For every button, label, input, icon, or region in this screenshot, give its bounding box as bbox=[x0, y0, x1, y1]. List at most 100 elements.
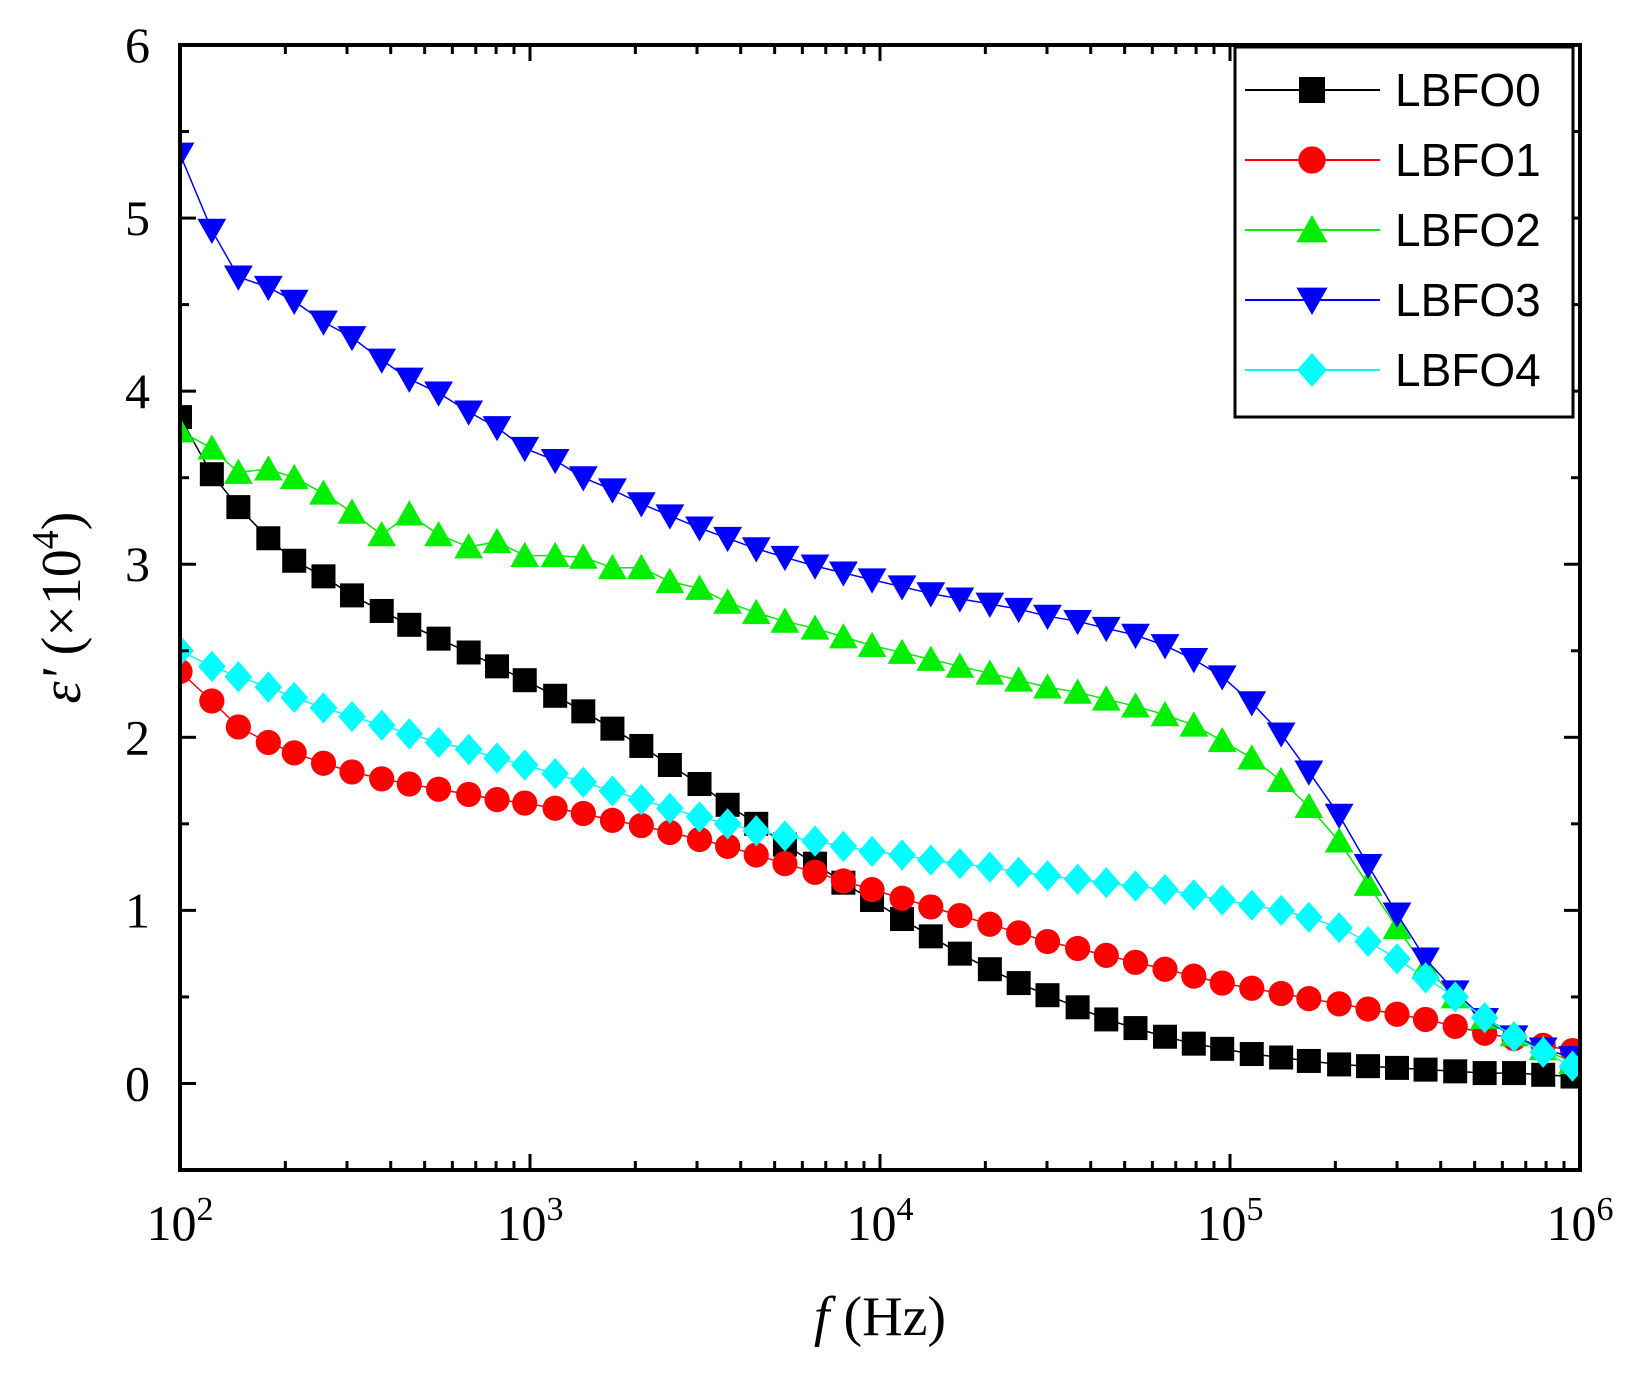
data-point-LBFO3 bbox=[975, 592, 1005, 618]
data-point-LBFO4 bbox=[1092, 867, 1121, 899]
legend-item-LBFO0: LBFO0 bbox=[1245, 64, 1541, 116]
data-point-LBFO1 bbox=[1006, 920, 1032, 946]
data-group bbox=[180, 142, 1580, 1089]
data-point-LBFO4 bbox=[541, 758, 569, 790]
y-axis-title-close: ) bbox=[31, 512, 93, 531]
data-point-LBFO2 bbox=[1121, 692, 1150, 718]
data-point-LBFO0 bbox=[456, 640, 481, 665]
legend-item-LBFO3: LBFO3 bbox=[1245, 274, 1541, 326]
data-point-LBFO0 bbox=[657, 753, 682, 777]
series-LBFO2 bbox=[180, 417, 1580, 1075]
data-point-LBFO0 bbox=[1123, 1016, 1148, 1041]
data-point-LBFO3 bbox=[713, 526, 743, 553]
data-point-LBFO2 bbox=[510, 541, 540, 567]
data-point-LBFO0 bbox=[1472, 1061, 1497, 1086]
data-point-LBFO0 bbox=[339, 583, 364, 608]
data-point-LBFO3 bbox=[1266, 722, 1296, 748]
data-point-LBFO2 bbox=[1266, 766, 1296, 792]
data-point-LBFO4 bbox=[1558, 1050, 1580, 1082]
data-point-LBFO4 bbox=[367, 709, 396, 741]
data-point-LBFO1 bbox=[918, 894, 944, 920]
data-point-LBFO0 bbox=[571, 699, 596, 724]
data-point-LBFO3 bbox=[1382, 902, 1412, 928]
data-point-LBFO2 bbox=[1004, 666, 1034, 692]
legend-box bbox=[1233, 45, 1575, 419]
data-point-LBFO2 bbox=[713, 588, 743, 614]
data-point-LBFO4 bbox=[224, 661, 253, 693]
data-point-LBFO2 bbox=[945, 652, 975, 678]
data-point-LBFO2 bbox=[197, 434, 227, 460]
data-point-LBFO3 bbox=[655, 504, 685, 530]
data-point-LBFO3 bbox=[626, 492, 656, 518]
data-point-LBFO1 bbox=[1122, 949, 1149, 975]
data-point-LBFO0 bbox=[1502, 1061, 1527, 1086]
y-tick-label: 3 bbox=[125, 536, 150, 592]
data-point-LBFO4 bbox=[1354, 925, 1382, 958]
data-point-LBFO3 bbox=[1324, 803, 1354, 829]
data-point-LBFO3 bbox=[857, 568, 887, 594]
y-tick-label: 2 bbox=[125, 709, 150, 765]
data-point-LBFO4 bbox=[742, 815, 771, 847]
data-point-LBFO1 bbox=[686, 826, 713, 853]
data-point-LBFO1 bbox=[772, 851, 798, 877]
data-point-LBFO4 bbox=[1179, 879, 1208, 911]
x-tick-base: 10 bbox=[147, 1195, 197, 1251]
data-point-LBFO3 bbox=[197, 218, 227, 244]
data-point-LBFO3 bbox=[685, 516, 714, 542]
x-tick-label: 103 bbox=[497, 1191, 564, 1251]
data-point-LBFO0 bbox=[485, 654, 510, 679]
data-point-LBFO1 bbox=[1239, 975, 1265, 1001]
data-point-LBFO4 bbox=[1441, 981, 1470, 1013]
data-point-LBFO3 bbox=[309, 310, 338, 336]
legend-item-LBFO4: LBFO4 bbox=[1245, 344, 1541, 396]
data-point-LBFO4 bbox=[1267, 894, 1295, 926]
data-point-LBFO2 bbox=[540, 541, 570, 567]
data-point-LBFO2 bbox=[1150, 701, 1180, 727]
data-point-LBFO1 bbox=[743, 842, 769, 868]
legend-label: LBFO1 bbox=[1395, 134, 1541, 186]
series-LBFO3 bbox=[180, 142, 1580, 1072]
data-point-LBFO3 bbox=[1179, 648, 1209, 674]
data-point-LBFO4 bbox=[309, 692, 338, 724]
data-point-LBFO3 bbox=[945, 587, 975, 613]
data-point-LBFO1 bbox=[310, 750, 337, 776]
x-tick-base: 10 bbox=[1197, 1195, 1247, 1251]
data-point-LBFO0 bbox=[947, 941, 972, 966]
x-tick-exponent: 4 bbox=[897, 1191, 914, 1228]
data-point-LBFO0 bbox=[687, 772, 712, 797]
legend-item-LBFO2: LBFO2 bbox=[1245, 204, 1541, 256]
data-point-LBFO0 bbox=[1296, 1048, 1321, 1073]
data-point-LBFO1 bbox=[225, 714, 251, 740]
data-point-LBFO3 bbox=[482, 416, 512, 442]
data-point-LBFO0 bbox=[1006, 971, 1031, 996]
data-point-LBFO4 bbox=[1470, 1002, 1499, 1034]
data-point-LBFO3 bbox=[253, 275, 283, 302]
data-point-LBFO4 bbox=[198, 650, 226, 682]
data-point-LBFO0 bbox=[1065, 995, 1090, 1020]
data-point-LBFO0 bbox=[1413, 1057, 1438, 1082]
data-point-LBFO3 bbox=[279, 289, 309, 315]
data-point-LBFO4 bbox=[771, 820, 799, 852]
data-point-LBFO4 bbox=[1529, 1036, 1558, 1068]
data-point-LBFO1 bbox=[715, 833, 741, 859]
data-point-LBFO0 bbox=[311, 564, 336, 589]
data-point-LBFO4 bbox=[1121, 870, 1150, 902]
x-tick-base: 10 bbox=[497, 1195, 547, 1251]
data-point-LBFO1 bbox=[1065, 935, 1091, 962]
legend-marker bbox=[1299, 77, 1325, 103]
data-point-LBFO3 bbox=[916, 582, 946, 608]
data-point-LBFO1 bbox=[802, 859, 828, 885]
data-point-LBFO0 bbox=[1239, 1042, 1264, 1067]
data-point-LBFO0 bbox=[1035, 983, 1060, 1008]
data-point-LBFO0 bbox=[1094, 1007, 1119, 1032]
data-point-LBFO1 bbox=[1152, 956, 1178, 982]
data-point-LBFO2 bbox=[180, 417, 195, 443]
data-point-LBFO1 bbox=[830, 868, 856, 894]
data-point-LBFO3 bbox=[1294, 760, 1324, 786]
data-point-LBFO1 bbox=[1384, 1001, 1410, 1027]
data-point-LBFO3 bbox=[424, 381, 453, 407]
data-point-LBFO1 bbox=[1355, 996, 1381, 1022]
data-point-LBFO2 bbox=[1324, 827, 1354, 853]
